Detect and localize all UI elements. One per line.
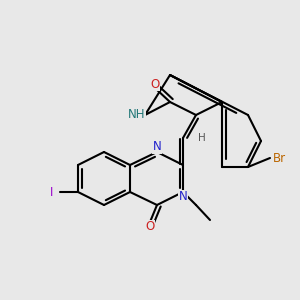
Text: N: N [178, 190, 188, 203]
Text: O: O [146, 220, 154, 233]
Text: H: H [198, 133, 206, 143]
Text: Br: Br [272, 152, 286, 164]
Text: NH: NH [128, 109, 146, 122]
Text: O: O [150, 77, 160, 91]
Text: N: N [153, 140, 161, 154]
Text: I: I [50, 185, 54, 199]
